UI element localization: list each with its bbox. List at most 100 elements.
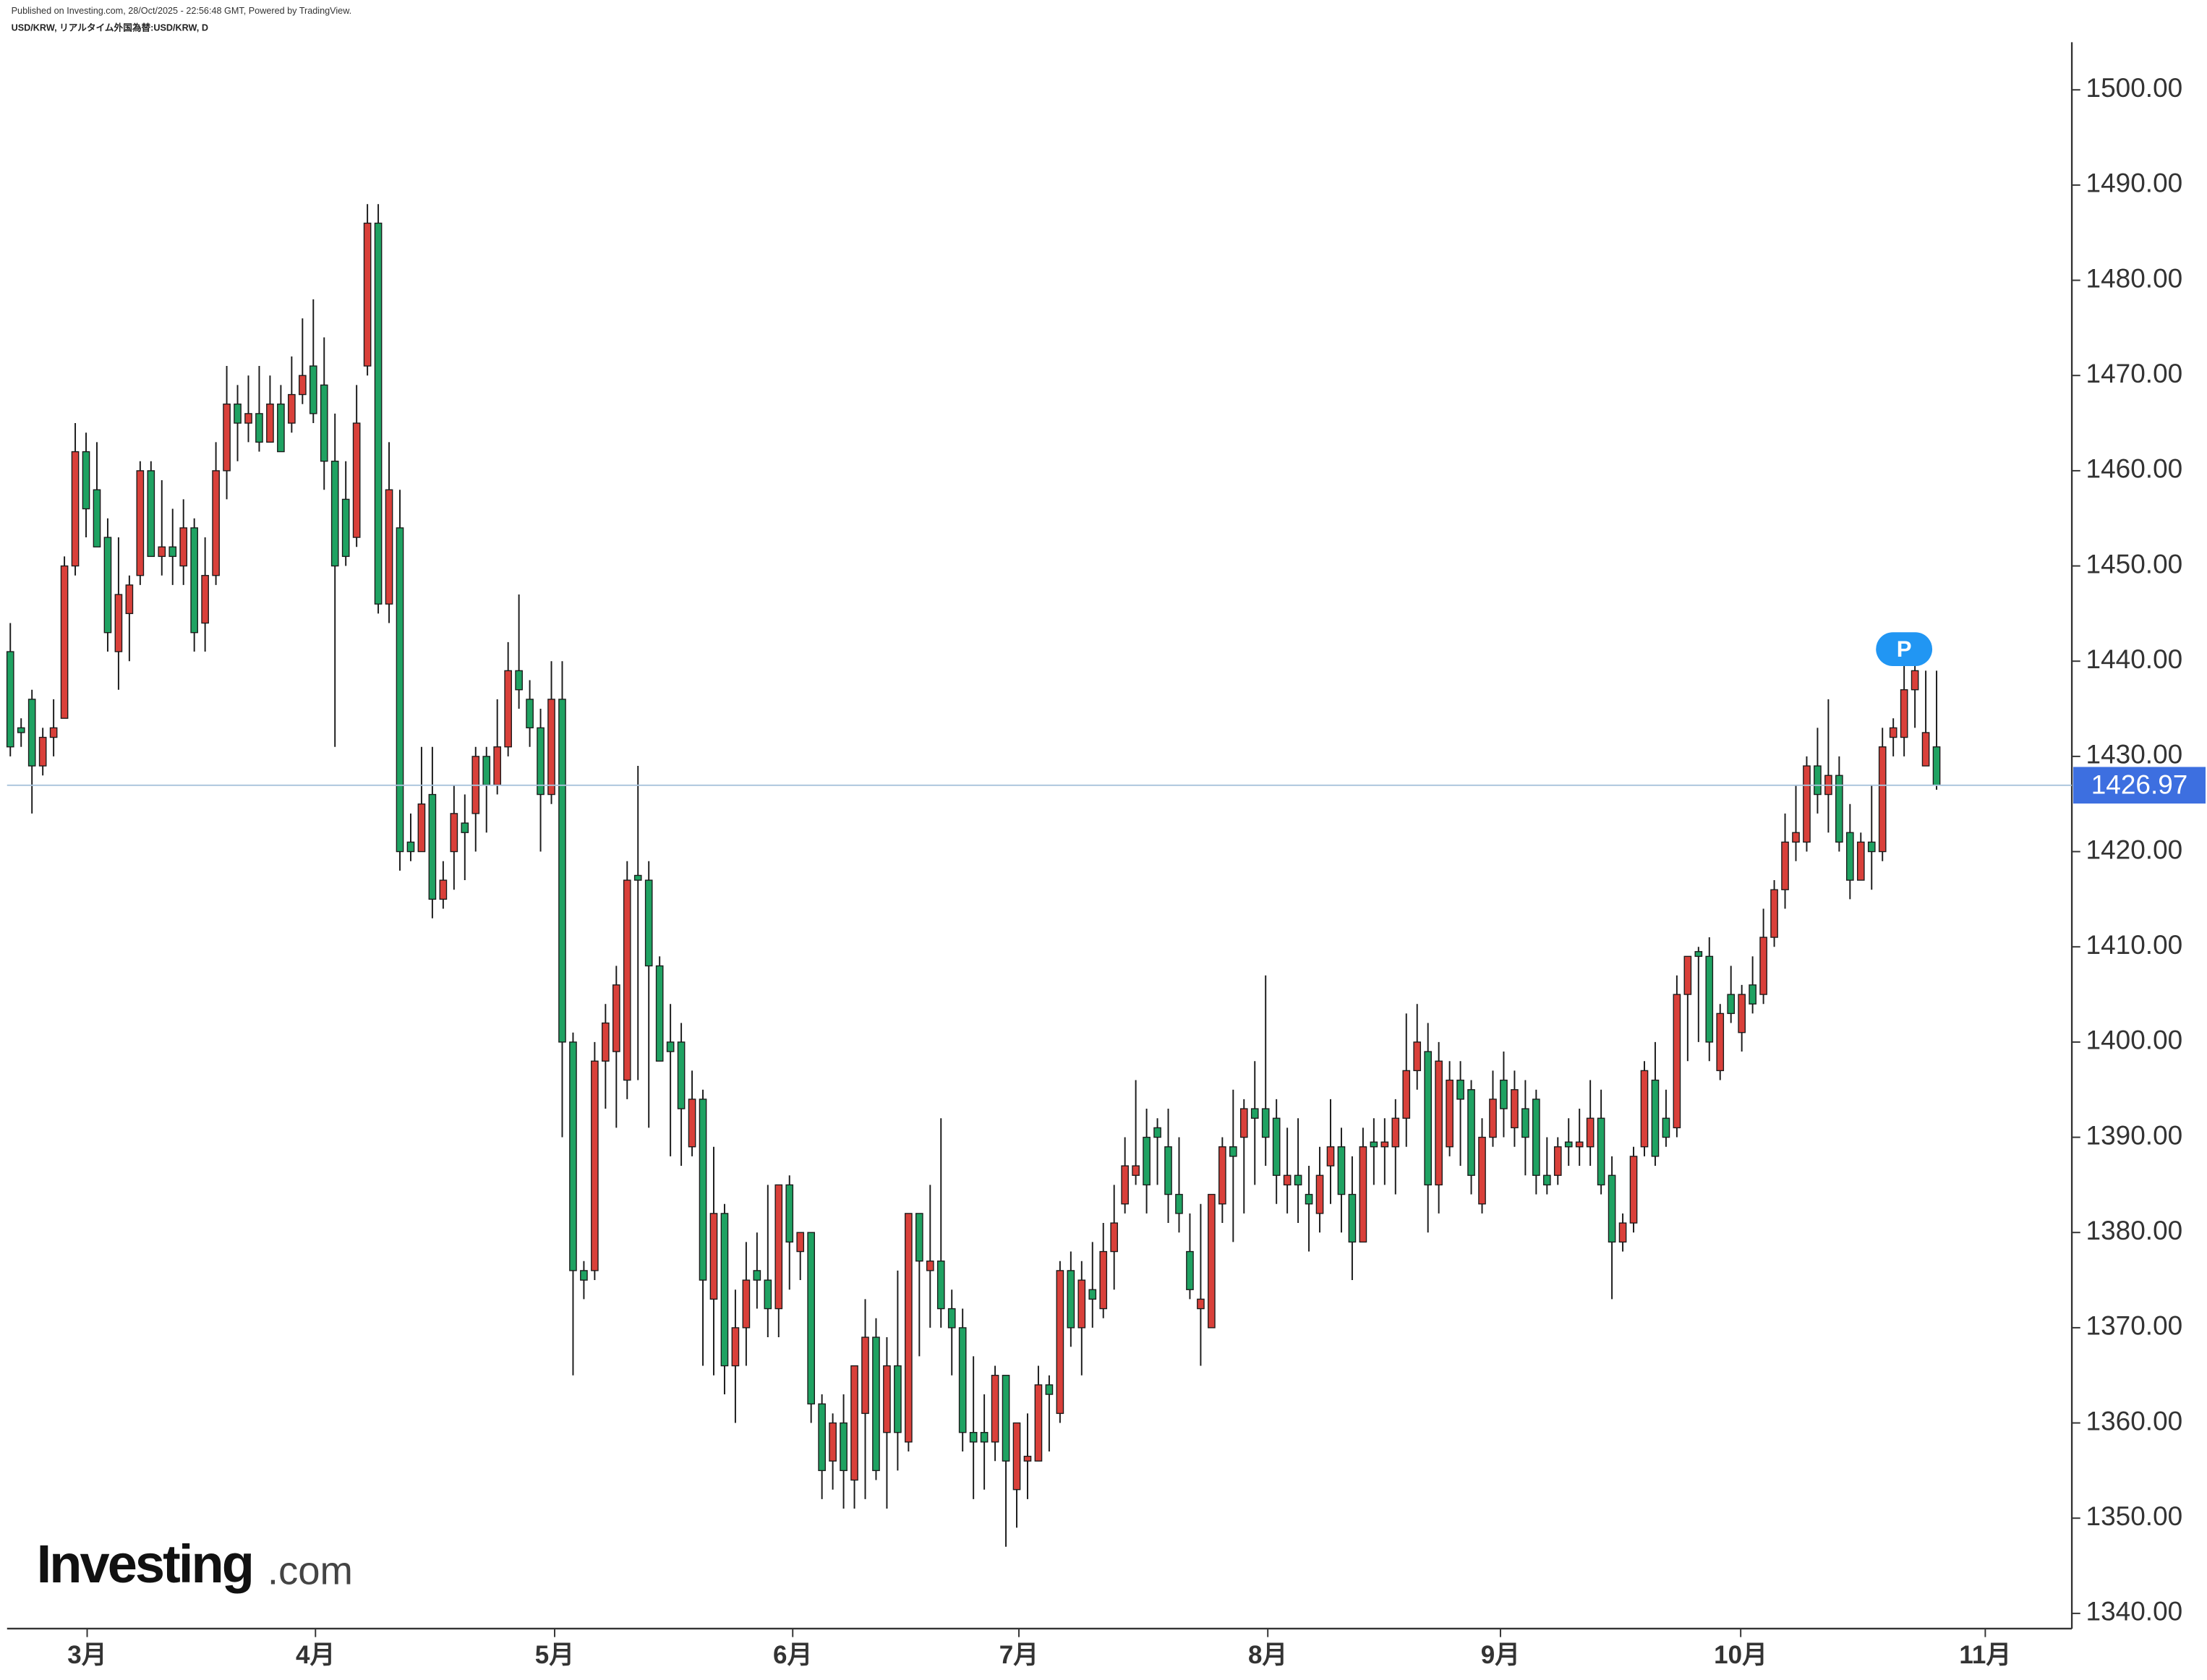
candle-body bbox=[764, 1279, 772, 1310]
candle-body bbox=[1132, 1165, 1140, 1176]
candle-body bbox=[1640, 1070, 1649, 1148]
candle-body bbox=[125, 584, 134, 615]
candle-body bbox=[1489, 1099, 1497, 1138]
candle-body bbox=[1542, 1174, 1551, 1186]
candle-body bbox=[450, 813, 458, 853]
candle-body bbox=[894, 1365, 902, 1433]
candle-body bbox=[958, 1327, 967, 1433]
y-tick-label: 1380.00 bbox=[2086, 1216, 2183, 1245]
candle-body bbox=[1900, 689, 1908, 738]
candle-body bbox=[1208, 1193, 1216, 1329]
x-tick-label: 10月 bbox=[1714, 1641, 1767, 1669]
candle-body bbox=[1662, 1117, 1670, 1138]
candle-body bbox=[969, 1432, 978, 1443]
candle-body bbox=[1878, 746, 1887, 853]
candle-body bbox=[623, 879, 631, 1081]
candle-body bbox=[1694, 951, 1703, 958]
candle-body bbox=[385, 489, 393, 605]
y-tick-label: 1500.00 bbox=[2086, 73, 2183, 103]
candle-body bbox=[526, 699, 534, 729]
candle-body bbox=[1814, 765, 1822, 796]
marker-badge bbox=[1876, 632, 1933, 666]
candle-body bbox=[1835, 775, 1843, 843]
y-tick-label: 1390.00 bbox=[2086, 1120, 2183, 1150]
logo-main: Investing bbox=[37, 1534, 252, 1594]
candle-body bbox=[1683, 955, 1692, 995]
candle-body bbox=[482, 756, 491, 786]
candle-body bbox=[1478, 1136, 1486, 1205]
candle-body bbox=[1575, 1141, 1584, 1148]
candle-body bbox=[1435, 1060, 1443, 1186]
candle-body bbox=[742, 1279, 751, 1329]
candle-body bbox=[1326, 1146, 1335, 1167]
published-note: Published on Investing.com, 28/Oct/2025 … bbox=[12, 6, 352, 16]
candle-body bbox=[905, 1213, 913, 1443]
candle-body bbox=[234, 404, 242, 424]
candle-body bbox=[1564, 1141, 1573, 1148]
candle-body bbox=[537, 727, 545, 796]
candle-body bbox=[515, 670, 523, 691]
candle-body bbox=[915, 1213, 923, 1262]
chart-title: USD/KRW, リアルタイム外国為替:USD/KRW, D bbox=[12, 22, 208, 33]
candle-body bbox=[158, 546, 166, 558]
candle-body bbox=[1651, 1079, 1660, 1157]
y-tick-label: 1400.00 bbox=[2086, 1026, 2183, 1055]
candle-body bbox=[612, 984, 620, 1052]
candle-body bbox=[1034, 1384, 1043, 1462]
candle-body bbox=[320, 384, 328, 462]
candle-body bbox=[1088, 1289, 1097, 1300]
x-tick-label: 11月 bbox=[1959, 1641, 2011, 1669]
candle-body bbox=[818, 1403, 826, 1472]
x-tick-label: 9月 bbox=[1481, 1641, 1520, 1669]
candle-body bbox=[655, 965, 664, 1062]
candle-body bbox=[699, 1099, 707, 1281]
candle-body bbox=[1597, 1117, 1605, 1186]
price-label: 1426.97 bbox=[2091, 769, 2188, 799]
candle-body bbox=[1294, 1174, 1302, 1186]
candle-body bbox=[212, 470, 220, 576]
candle-body bbox=[201, 575, 209, 624]
candle-body bbox=[396, 527, 404, 853]
candle-body bbox=[1272, 1117, 1281, 1176]
candle-body bbox=[363, 222, 372, 367]
candle-body bbox=[82, 451, 90, 510]
candle-body bbox=[1348, 1193, 1357, 1243]
candle-body bbox=[1911, 670, 1919, 691]
candle-body bbox=[1337, 1146, 1346, 1195]
candle-body bbox=[406, 841, 415, 853]
candle-body bbox=[1153, 1127, 1161, 1138]
candle-body bbox=[1424, 1051, 1433, 1186]
candle-body bbox=[709, 1213, 718, 1300]
candle-body bbox=[644, 879, 653, 967]
candle-body bbox=[1250, 1108, 1259, 1119]
price-label-box bbox=[2073, 767, 2206, 804]
candle-body bbox=[883, 1365, 891, 1433]
logo: Investing .com bbox=[37, 1534, 353, 1594]
candle-body bbox=[1305, 1193, 1313, 1205]
candle-body bbox=[298, 375, 307, 396]
y-tick-label: 1410.00 bbox=[2086, 930, 2183, 960]
candle-body bbox=[936, 1261, 945, 1310]
candle-body bbox=[1056, 1270, 1064, 1415]
candle-body bbox=[980, 1432, 989, 1443]
candle-body bbox=[1186, 1250, 1194, 1290]
candle-body bbox=[569, 1041, 577, 1271]
candle-body bbox=[190, 527, 198, 634]
y-tick-label: 1340.00 bbox=[2086, 1597, 2183, 1626]
candle-body bbox=[1239, 1108, 1248, 1138]
candle-body bbox=[1727, 994, 1736, 1015]
candle-body bbox=[168, 546, 177, 558]
candle-body bbox=[1921, 732, 1930, 767]
candle-body bbox=[330, 461, 339, 567]
candle-body bbox=[223, 404, 231, 472]
x-tick-label: 6月 bbox=[773, 1641, 813, 1669]
candle-body bbox=[71, 451, 80, 567]
candle-body bbox=[17, 727, 25, 733]
candle-body bbox=[753, 1270, 761, 1281]
y-tick-label: 1350.00 bbox=[2086, 1501, 2183, 1531]
candle-body bbox=[1932, 746, 1941, 786]
candle-body bbox=[796, 1232, 805, 1253]
y-tick-label: 1460.00 bbox=[2086, 454, 2183, 484]
candle-body bbox=[179, 527, 188, 567]
